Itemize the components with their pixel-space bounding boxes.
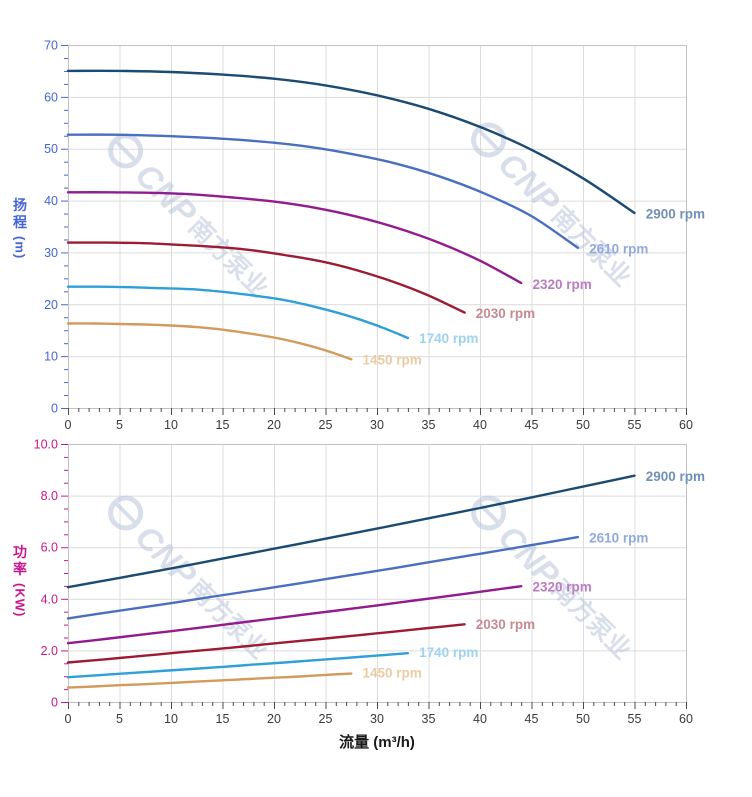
cnp-logo-icon <box>475 500 502 526</box>
x-tick-label: 15 <box>216 712 230 726</box>
x-tick-label: 40 <box>473 418 487 432</box>
x-tick-label: 10 <box>164 418 178 432</box>
y-ticks <box>61 45 68 409</box>
x-tick-label: 35 <box>422 712 436 726</box>
x-tick-label: 25 <box>319 418 333 432</box>
y-axis-title-char: 程 <box>13 214 27 230</box>
x-tick-label: 40 <box>473 712 487 726</box>
y-tick-label: 40 <box>44 194 58 208</box>
curve-1450-rpm <box>66 322 353 361</box>
cnp-logo-icon <box>475 127 502 153</box>
y-axis-title-char: 率 <box>13 561 27 577</box>
x-ticks <box>68 408 687 415</box>
y-tick-label: 30 <box>44 246 58 260</box>
y-tick-label: 10.0 <box>34 438 58 452</box>
curve-label-2610-rpm: 2610 rpm <box>589 241 648 256</box>
curve-label-2610-rpm: 2610 rpm <box>589 531 648 546</box>
x-tick-label: 25 <box>319 712 333 726</box>
power-axis-title: 功率 (KW) <box>7 544 33 621</box>
x-tick-label: 20 <box>267 712 281 726</box>
curve-1740-rpm <box>66 285 410 340</box>
x-tick-label: 50 <box>576 418 590 432</box>
curve-2900-rpm <box>66 474 636 589</box>
x-tick-label: 55 <box>628 418 642 432</box>
x-tick-label: 0 <box>65 418 72 432</box>
y-axis-title-char: 功 <box>13 544 27 560</box>
y-tick-label: 8.0 <box>41 489 58 503</box>
y-tick-label: 70 <box>44 39 58 53</box>
curve-label-2900-rpm: 2900 rpm <box>646 207 705 222</box>
watermark-brand: CNP <box>491 145 567 221</box>
curve-label-1740-rpm: 1740 rpm <box>419 645 478 660</box>
curve-2030-rpm <box>66 623 466 664</box>
y-tick-label: 2.0 <box>41 644 58 658</box>
y-axis-unit: (KW) <box>12 583 28 618</box>
curve-label-2320-rpm: 2320 rpm <box>532 580 591 595</box>
y-tick-label: 4.0 <box>41 592 58 606</box>
y-axis-unit: (m) <box>12 236 28 260</box>
x-tick-label: 10 <box>164 712 178 726</box>
x-tick-label: 20 <box>267 418 281 432</box>
y-axis-title-char: 扬 <box>13 197 27 213</box>
x-tick-label: 45 <box>525 712 539 726</box>
curve-label-2030-rpm: 2030 rpm <box>476 306 535 321</box>
curve-2610-rpm <box>66 535 579 620</box>
curve-label-1450-rpm: 1450 rpm <box>362 666 421 681</box>
x-tick-label: 60 <box>679 712 693 726</box>
curve-2030-rpm <box>66 241 466 314</box>
curve-2320-rpm <box>66 191 523 285</box>
cnp-logo-icon <box>112 138 139 164</box>
flow-axis-title: 流量 (m³/h) <box>339 734 415 751</box>
curve-2320-rpm <box>66 585 523 645</box>
curve-2900-rpm <box>66 69 636 215</box>
y-tick-label: 6.0 <box>41 541 58 555</box>
y-tick-label: 50 <box>44 142 58 156</box>
gridlines <box>68 45 686 408</box>
curve-1740-rpm <box>66 652 410 679</box>
x-tick-label: 0 <box>65 712 72 726</box>
x-tick-label: 30 <box>370 712 384 726</box>
curve-label-2030-rpm: 2030 rpm <box>476 617 535 632</box>
curve-label-1740-rpm: 1740 rpm <box>419 331 478 346</box>
gridlines <box>68 444 686 702</box>
y-tick-label: 0 <box>51 402 58 416</box>
x-tick-label: 5 <box>116 712 123 726</box>
curve-label-2900-rpm: 2900 rpm <box>646 469 705 484</box>
x-tick-label: 35 <box>422 418 436 432</box>
y-ticks <box>61 444 68 703</box>
y-tick-label: 20 <box>44 298 58 312</box>
x-tick-label: 15 <box>216 418 230 432</box>
curve-2610-rpm <box>66 133 579 249</box>
cnp-logo-icon <box>112 500 139 526</box>
x-tick-label: 55 <box>628 712 642 726</box>
x-tick-label: 30 <box>370 418 384 432</box>
curve-1450-rpm <box>66 672 353 689</box>
y-tick-label: 10 <box>44 350 58 364</box>
head-axis-title: 扬程 (m) <box>7 197 33 263</box>
curve-label-1450-rpm: 1450 rpm <box>362 352 421 367</box>
curve-label-2320-rpm: 2320 rpm <box>532 277 591 292</box>
y-tick-label: 60 <box>44 90 58 104</box>
x-ticks <box>68 702 687 709</box>
y-tick-label: 0 <box>51 696 58 710</box>
x-tick-label: 60 <box>679 418 693 432</box>
x-tick-label: 5 <box>116 418 123 432</box>
watermark-brand: CNP <box>128 518 204 594</box>
x-tick-label: 45 <box>525 418 539 432</box>
x-tick-label: 50 <box>576 712 590 726</box>
